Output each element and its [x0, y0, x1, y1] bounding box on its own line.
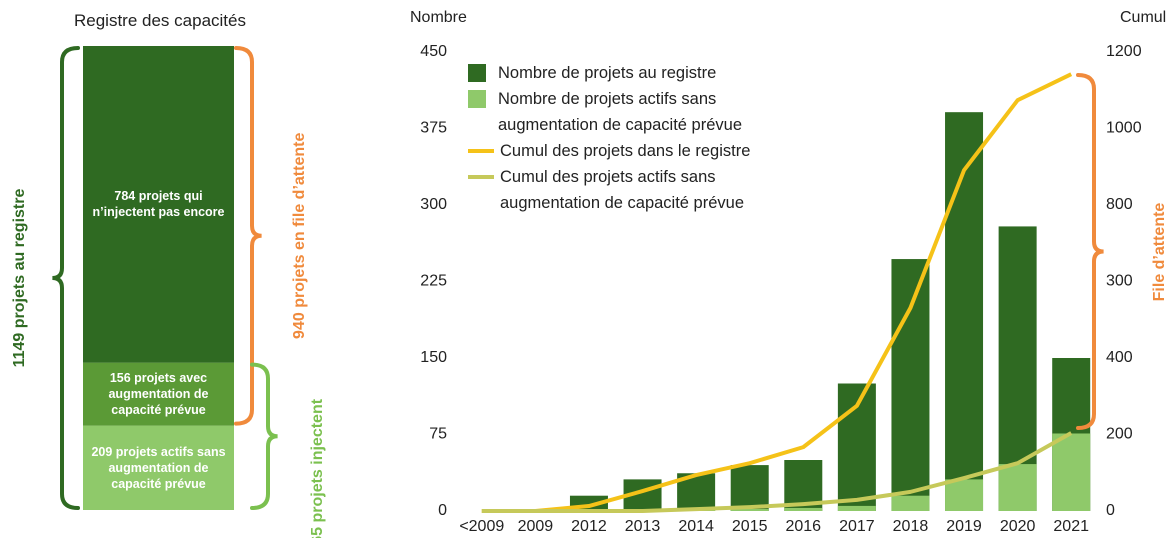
legend-label: Cumul des projets actifs sans augmentati…	[500, 168, 745, 212]
legend: Nombre de projets au registre Nombre de p…	[468, 60, 798, 216]
legend-label: Nombre de projets au registre	[498, 64, 717, 82]
legend-entry: Nombre de projets au registre	[468, 60, 798, 86]
brace-label: 365 projets injectent	[309, 398, 326, 538]
line	[481, 431, 1073, 513]
x-tick-label: 2013	[625, 518, 661, 535]
segment-label: 156 projets avec augmentation de capacit…	[108, 371, 209, 418]
brace	[1076, 73, 1104, 430]
y-tick-label: 450	[420, 43, 447, 60]
bar	[1052, 433, 1091, 511]
panel-title: Registre des capacités	[74, 11, 246, 30]
segment-label: 784 projets qui n’injectent pas encore	[92, 189, 225, 220]
brace	[52, 46, 80, 510]
brace	[234, 46, 262, 426]
legend-swatch	[468, 90, 486, 108]
x-tick-label: 2021	[1053, 518, 1089, 535]
y-tick-label: 150	[420, 349, 447, 366]
bar	[998, 464, 1037, 511]
segment	[83, 46, 234, 363]
bar	[945, 479, 984, 511]
y-tick-label: 375	[420, 120, 447, 137]
y2-tick-label: 800	[1106, 196, 1133, 213]
bar	[891, 495, 930, 511]
x-tick-label: 2019	[946, 518, 982, 535]
x-tick-label: 2009	[518, 518, 554, 535]
segment-label: 209 projets actifs sans augmentation de …	[91, 444, 226, 491]
x-tick-label: 2014	[678, 518, 714, 535]
brace-label: 1149 projets au registre	[11, 189, 28, 368]
y2-tick-label: 1000	[1106, 120, 1142, 137]
y2-tick-label: 200	[1106, 426, 1133, 443]
y2-tick-label: 0	[1106, 502, 1115, 519]
y2-tick-label: 300	[1106, 273, 1133, 290]
legend-entry: Nombre de projets actifs sans augmentati…	[468, 86, 798, 138]
y2-axis-title: Cumul	[1120, 9, 1166, 26]
legend-label: Nombre de projets actifs sans augmentati…	[498, 90, 743, 134]
line	[481, 72, 1073, 513]
legend-entry: Cumul des projets actifs sans augmentati…	[468, 164, 798, 216]
y-tick-label: 0	[438, 502, 447, 519]
y2-tick-label: 1200	[1106, 43, 1142, 60]
y-tick-label: 300	[420, 196, 447, 213]
legend-label: Cumul des projets dans le registre	[500, 142, 751, 160]
y-tick-label: 225	[420, 273, 447, 290]
x-tick-label: 2020	[1000, 518, 1036, 535]
segment	[83, 362, 234, 426]
bar	[945, 112, 984, 512]
brace-label: 940 projets en file d’attente	[291, 133, 308, 339]
legend-line	[468, 175, 494, 179]
legend-line	[468, 149, 494, 153]
legend-entry: Cumul des projets dans le registre	[468, 138, 798, 164]
x-tick-label: 2015	[732, 518, 768, 535]
bar	[730, 508, 769, 511]
x-tick-label: <2009	[459, 518, 504, 535]
x-tick-label: 2016	[785, 518, 821, 535]
bar	[837, 505, 876, 511]
annotation: File d’attente	[1151, 203, 1168, 302]
y-axis-title: Nombre	[410, 9, 467, 26]
y2-tick-label: 400	[1106, 349, 1133, 366]
bar	[730, 465, 769, 511]
legend-swatch	[468, 64, 486, 82]
segment	[83, 425, 234, 510]
bar	[784, 507, 823, 511]
x-tick-label: 2018	[893, 518, 929, 535]
bar	[891, 259, 930, 511]
x-tick-label: 2017	[839, 518, 875, 535]
x-tick-label: 2012	[571, 518, 607, 535]
y-tick-label: 75	[429, 426, 447, 443]
brace	[250, 362, 278, 510]
